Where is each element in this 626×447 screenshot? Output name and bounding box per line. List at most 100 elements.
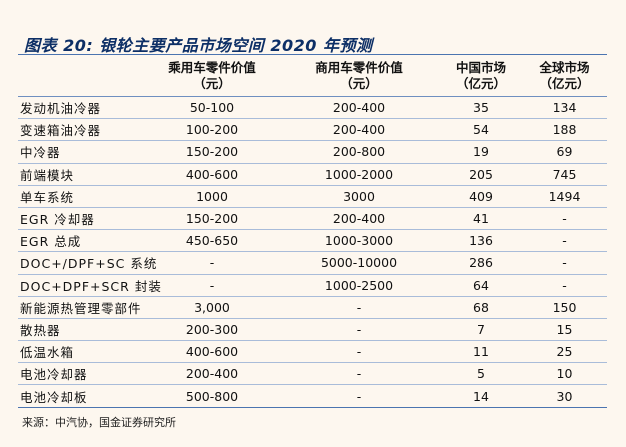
table-row: 电池冷却器 200-400-5 10 <box>18 362 607 386</box>
global-market-cell: 25 <box>522 340 607 364</box>
china-market-cell: 205 <box>440 163 522 186</box>
title-rule <box>18 54 607 55</box>
commercial-value-cell: - <box>278 362 440 386</box>
global-market-cell: - <box>522 207 607 231</box>
passenger-value-cell: 400-600 <box>146 340 278 364</box>
commercial-value-cell: 1000-3000 <box>278 229 440 253</box>
global-market-cell: 150 <box>522 296 607 319</box>
header-commercial-vehicle-value: 商用车零件价值 （元） <box>278 56 440 97</box>
product-name-cell: 前端模块 <box>18 163 146 186</box>
header-line2: （元） <box>340 76 378 91</box>
product-name-cell: EGR 总成 <box>18 229 146 253</box>
passenger-value-cell: 50-100 <box>146 96 278 120</box>
passenger-value-cell: 400-600 <box>146 163 278 186</box>
table-row: 单车系统 1000 3000 409 1494 <box>18 185 607 208</box>
china-market-cell: 54 <box>440 118 522 142</box>
product-name-cell: 中冷器 <box>18 140 146 164</box>
china-market-cell: 7 <box>440 318 522 342</box>
product-name-cell: 单车系统 <box>18 185 146 208</box>
commercial-value-cell: 200-400 <box>278 118 440 142</box>
china-market-cell: 286 <box>440 251 522 275</box>
table-row: DOC+/DPF+SC 系统 -5000-10000 286- <box>18 251 607 275</box>
product-name-cell: 低温水箱 <box>18 340 146 364</box>
global-market-cell: - <box>522 251 607 275</box>
header-line2: （元） <box>193 76 231 91</box>
product-name-cell: 电池冷却板 <box>18 384 146 408</box>
passenger-value-cell: 150-200 <box>146 207 278 231</box>
global-market-cell: 745 <box>522 163 607 186</box>
commercial-value-cell: - <box>278 296 440 319</box>
china-market-cell: 19 <box>440 140 522 164</box>
global-market-cell: 15 <box>522 318 607 342</box>
passenger-value-cell: 150-200 <box>146 140 278 164</box>
table-header-row: 乘用车零件价值 （元） 商用车零件价值 （元） 中国市场 （亿元） 全球市场 （亿元） <box>18 56 607 97</box>
global-market-cell: 10 <box>522 362 607 386</box>
commercial-value-cell: - <box>278 340 440 364</box>
global-market-cell: - <box>522 229 607 253</box>
figure-title: 图表 20: 银轮主要产品市场空间 2020 年预测 <box>24 36 373 55</box>
china-market-cell: 5 <box>440 362 522 386</box>
commercial-value-cell: 1000-2000 <box>278 163 440 186</box>
product-name-cell: DOC+DPF+SCR 封装 <box>18 274 161 297</box>
product-name-cell: 电池冷却器 <box>18 362 146 386</box>
product-name-cell: DOC+/DPF+SC 系统 <box>18 251 156 275</box>
product-name-cell: 新能源热管理零部件 <box>18 296 146 319</box>
passenger-value-cell: 1000 <box>146 185 278 208</box>
passenger-value-cell: 450-650 <box>146 229 278 253</box>
header-line1: 全球市场 <box>539 60 590 75</box>
passenger-value-cell: - <box>146 251 278 275</box>
china-market-cell: 409 <box>440 185 522 208</box>
table-row: 电池冷却板 500-800-14 30 <box>18 384 607 408</box>
header-global-market: 全球市场 （亿元） <box>522 56 607 97</box>
china-market-cell: 68 <box>440 296 522 319</box>
source-note: 来源：中汽协，国金证券研究所 <box>22 416 176 429</box>
header-line2: （亿元） <box>455 76 506 91</box>
commercial-value-cell: 200-400 <box>278 96 440 120</box>
china-market-cell: 11 <box>440 340 522 364</box>
passenger-value-cell: 200-400 <box>146 362 278 386</box>
table-row: 散热器 200-300-7 15 <box>18 318 607 342</box>
global-market-cell: 30 <box>522 384 607 408</box>
china-market-cell: 64 <box>440 274 522 297</box>
header-line1: 中国市场 <box>455 60 506 75</box>
product-name-cell: 变速箱油冷器 <box>18 118 146 142</box>
passenger-value-cell: 3,000 <box>146 296 278 319</box>
commercial-value-cell: 1000-2500 <box>278 274 440 297</box>
table-body: 发动机油冷器 50-100 200-400 35 134 变速箱油冷器 100-200 200… <box>18 96 607 408</box>
table-row: 前端模块 400-600 1000-2000 205 745 <box>18 163 607 186</box>
commercial-value-cell: 200-400 <box>278 207 440 231</box>
market-forecast-table: 乘用车零件价值 （元） 商用车零件价值 （元） 中国市场 （亿元） 全球市场 （亿元） 发动机… <box>18 56 607 408</box>
table-row: 发动机油冷器 50-100 200-400 35 134 <box>18 96 607 120</box>
passenger-value-cell: 100-200 <box>146 118 278 142</box>
header-line1: 乘用车零件价值 <box>168 60 256 75</box>
global-market-cell: 1494 <box>522 185 607 208</box>
global-market-cell: 188 <box>522 118 607 142</box>
header-china-market: 中国市场 （亿元） <box>440 56 522 97</box>
global-market-cell: - <box>522 274 607 297</box>
china-market-cell: 35 <box>440 96 522 120</box>
header-passenger-car-value: 乘用车零件价值 （元） <box>146 56 278 97</box>
passenger-value-cell: 200-300 <box>146 318 278 342</box>
product-name-cell: 散热器 <box>18 318 146 342</box>
header-line1: 商用车零件价值 <box>315 60 403 75</box>
table-row: EGR 总成 450-650 1000-3000 136- <box>18 229 607 253</box>
passenger-value-cell: - <box>146 274 278 297</box>
global-market-cell: 69 <box>522 140 607 164</box>
header-blank <box>18 56 146 97</box>
table-row: 低温水箱 400-600-11 25 <box>18 340 607 364</box>
commercial-value-cell: - <box>278 384 440 408</box>
table-row: 新能源热管理零部件 3,000-68 150 <box>18 296 607 319</box>
header-line2: （亿元） <box>539 76 590 91</box>
china-market-cell: 136 <box>440 229 522 253</box>
table-row: EGR 冷却器 150-200 200-400 41- <box>18 207 607 231</box>
product-name-cell: 发动机油冷器 <box>18 96 146 120</box>
commercial-value-cell: 5000-10000 <box>278 251 440 275</box>
commercial-value-cell: 3000 <box>278 185 440 208</box>
china-market-cell: 41 <box>440 207 522 231</box>
table-row: 变速箱油冷器 100-200 200-400 54 188 <box>18 118 607 142</box>
table-row: DOC+DPF+SCR 封装 -1000-2500 64- <box>18 274 607 297</box>
passenger-value-cell: 500-800 <box>146 384 278 408</box>
commercial-value-cell: - <box>278 318 440 342</box>
table-row: 中冷器 150-200 200-800 19 69 <box>18 140 607 164</box>
